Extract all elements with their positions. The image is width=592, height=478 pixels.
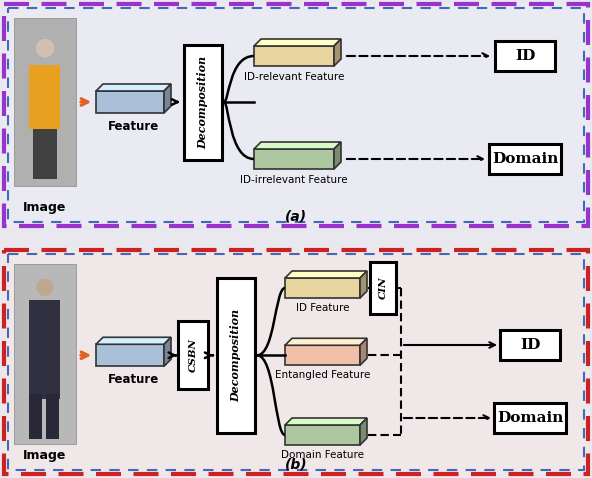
FancyBboxPatch shape bbox=[33, 129, 57, 179]
Polygon shape bbox=[285, 345, 360, 365]
Polygon shape bbox=[360, 338, 367, 365]
Text: Domain: Domain bbox=[497, 411, 563, 425]
Circle shape bbox=[36, 279, 54, 296]
Polygon shape bbox=[254, 39, 341, 46]
FancyBboxPatch shape bbox=[495, 41, 555, 71]
Text: Decomposition: Decomposition bbox=[230, 309, 242, 402]
Text: ID-irrelevant Feature: ID-irrelevant Feature bbox=[240, 175, 348, 185]
Text: Entangled Feature: Entangled Feature bbox=[275, 370, 370, 380]
Text: Domain: Domain bbox=[492, 152, 558, 166]
Polygon shape bbox=[96, 337, 171, 344]
Text: Feature: Feature bbox=[108, 120, 159, 132]
FancyBboxPatch shape bbox=[30, 393, 42, 439]
FancyBboxPatch shape bbox=[30, 300, 60, 399]
FancyBboxPatch shape bbox=[178, 321, 208, 389]
Polygon shape bbox=[285, 271, 367, 278]
FancyBboxPatch shape bbox=[14, 264, 76, 444]
Text: CIN: CIN bbox=[378, 277, 388, 299]
Text: ID-relevant Feature: ID-relevant Feature bbox=[244, 72, 344, 82]
FancyBboxPatch shape bbox=[500, 330, 560, 360]
FancyBboxPatch shape bbox=[46, 393, 59, 439]
FancyBboxPatch shape bbox=[30, 65, 60, 129]
Polygon shape bbox=[254, 149, 334, 169]
Text: ID Feature: ID Feature bbox=[296, 303, 349, 313]
Text: Feature: Feature bbox=[108, 373, 159, 386]
Text: Domain Feature: Domain Feature bbox=[281, 450, 364, 460]
Polygon shape bbox=[164, 337, 171, 366]
Polygon shape bbox=[285, 278, 360, 298]
Polygon shape bbox=[285, 418, 367, 425]
Polygon shape bbox=[334, 39, 341, 66]
FancyBboxPatch shape bbox=[4, 4, 588, 226]
Polygon shape bbox=[96, 91, 164, 113]
Text: CSBN: CSBN bbox=[188, 338, 198, 372]
Polygon shape bbox=[96, 84, 171, 91]
Text: (b): (b) bbox=[285, 457, 307, 471]
Circle shape bbox=[36, 39, 54, 57]
Text: Decomposition: Decomposition bbox=[198, 55, 208, 149]
Text: Image: Image bbox=[23, 449, 67, 463]
Polygon shape bbox=[360, 271, 367, 298]
Text: (a): (a) bbox=[285, 209, 307, 223]
Polygon shape bbox=[254, 142, 341, 149]
FancyBboxPatch shape bbox=[370, 262, 396, 314]
FancyBboxPatch shape bbox=[217, 278, 255, 433]
Text: ID: ID bbox=[520, 338, 540, 352]
Polygon shape bbox=[164, 84, 171, 113]
FancyBboxPatch shape bbox=[494, 403, 566, 433]
Polygon shape bbox=[285, 338, 367, 345]
FancyBboxPatch shape bbox=[489, 144, 561, 174]
Text: Image: Image bbox=[23, 202, 67, 215]
FancyBboxPatch shape bbox=[4, 250, 588, 474]
Polygon shape bbox=[285, 425, 360, 445]
Polygon shape bbox=[334, 142, 341, 169]
FancyBboxPatch shape bbox=[184, 44, 222, 160]
Polygon shape bbox=[360, 418, 367, 445]
FancyBboxPatch shape bbox=[14, 18, 76, 186]
Polygon shape bbox=[96, 344, 164, 366]
Text: ID: ID bbox=[515, 49, 535, 63]
Polygon shape bbox=[254, 46, 334, 66]
